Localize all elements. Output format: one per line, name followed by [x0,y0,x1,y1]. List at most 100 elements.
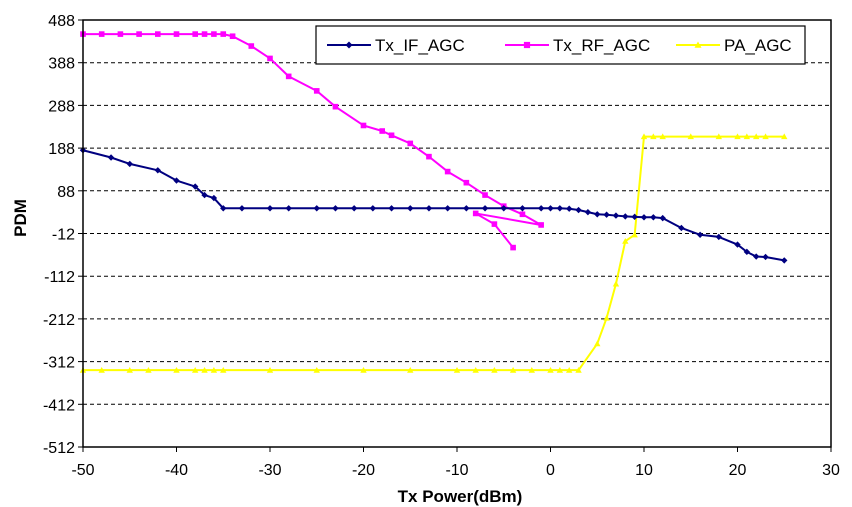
data-point [556,205,564,212]
data-point [781,133,788,140]
data-point [556,366,564,373]
x-tick-label: -30 [258,462,281,479]
data-point [369,205,377,212]
data-point [472,210,479,217]
data-point [640,214,648,221]
data-point [388,132,395,139]
y-tick-label: 88 [57,184,75,201]
data-point [98,31,105,37]
data-point [523,41,531,49]
data-point [313,366,320,373]
legend-item: Tx_IF_AGC [327,36,465,55]
data-point [743,248,751,256]
data-point [444,168,451,175]
data-point [453,366,461,373]
data-point [210,194,218,202]
x-tick-label: 20 [729,462,747,479]
data-point [743,133,751,140]
data-point [220,205,227,212]
x-tick-label: -10 [445,462,468,479]
data-point [388,205,395,212]
series-tx-if-agc [79,147,788,264]
y-tick-label: 388 [48,56,75,73]
data-point [332,205,339,212]
data-point [753,133,760,140]
data-point [201,31,208,37]
data-point [345,41,353,49]
data-point [360,122,367,129]
data-point [631,231,638,238]
data-point [762,133,769,140]
data-point [612,212,620,219]
data-point [267,55,273,62]
data-point [575,206,582,214]
data-point [538,222,544,228]
x-tick-label: 0 [546,462,555,479]
data-point [444,205,451,212]
data-point [603,314,610,321]
data-point [528,366,535,373]
data-point [659,133,666,140]
data-point [519,205,526,212]
data-point [678,224,685,232]
data-point [537,205,545,212]
data-point [715,233,722,241]
data-point [210,366,218,373]
data-point [594,340,601,347]
data-point [594,211,601,218]
data-point [482,192,488,198]
data-point [407,140,414,147]
data-point [762,253,769,261]
y-tick-label: -412 [43,397,75,414]
data-point [575,366,582,373]
legend-box [315,25,806,65]
data-point [238,205,246,212]
data-point [201,366,208,373]
y-tick-label: 188 [48,141,75,158]
series-line [83,135,785,372]
data-point [266,205,274,212]
axes [78,19,832,452]
data-point [509,366,517,373]
data-point [350,205,358,212]
data-point [145,366,152,373]
y-tick-label: 288 [48,98,75,115]
data-point [612,280,620,287]
y-axis-title: PDM [11,199,30,237]
data-point [781,257,788,264]
data-point [622,237,629,244]
data-point [154,167,161,174]
data-point [631,213,638,221]
data-point [173,366,180,373]
data-point [220,366,227,373]
data-point [266,366,274,373]
data-point [472,366,479,373]
y-tick-label: -112 [44,269,75,286]
data-point [332,103,339,110]
data-point [248,43,255,49]
series-layer [79,31,788,373]
data-point [734,133,741,140]
data-point [659,214,666,222]
data-point [117,31,124,37]
x-tick-label: -40 [165,462,188,479]
data-point [379,128,385,134]
grid-lines [83,62,831,405]
y-tick-label: -212 [43,312,75,329]
data-point [107,154,115,161]
data-point [155,31,161,37]
data-point [426,153,432,160]
data-point [173,31,180,37]
data-point [220,31,227,37]
data-point [192,366,199,373]
data-point [313,205,320,212]
series-line [82,149,785,262]
data-point [753,253,760,260]
tick-labels: 488 388 288 188 88 -12 -112 -212 -312 -412 -512 -50… [43,13,840,479]
series-pa-agc [79,133,788,373]
data-point [126,160,133,168]
data-point [584,208,592,216]
y-tick-label: -512 [43,440,75,457]
data-point [491,221,498,227]
